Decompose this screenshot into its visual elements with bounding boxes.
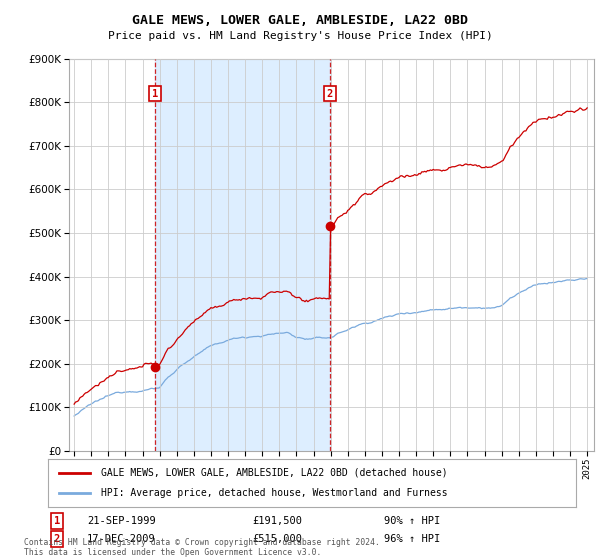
Text: 2: 2	[54, 534, 60, 544]
Text: Contains HM Land Registry data © Crown copyright and database right 2024.
This d: Contains HM Land Registry data © Crown c…	[24, 538, 380, 557]
Text: 90% ↑ HPI: 90% ↑ HPI	[384, 516, 440, 526]
Text: GALE MEWS, LOWER GALE, AMBLESIDE, LA22 0BD (detached house): GALE MEWS, LOWER GALE, AMBLESIDE, LA22 0…	[101, 468, 448, 478]
Text: 1: 1	[54, 516, 60, 526]
Text: 2: 2	[327, 88, 333, 99]
Text: 21-SEP-1999: 21-SEP-1999	[87, 516, 156, 526]
Text: 17-DEC-2009: 17-DEC-2009	[87, 534, 156, 544]
Text: Price paid vs. HM Land Registry's House Price Index (HPI): Price paid vs. HM Land Registry's House …	[107, 31, 493, 41]
Text: £515,000: £515,000	[252, 534, 302, 544]
Text: 1: 1	[152, 88, 158, 99]
Text: £191,500: £191,500	[252, 516, 302, 526]
Text: 96% ↑ HPI: 96% ↑ HPI	[384, 534, 440, 544]
Text: HPI: Average price, detached house, Westmorland and Furness: HPI: Average price, detached house, West…	[101, 488, 448, 498]
Bar	[155, 59, 330, 451]
Text: GALE MEWS, LOWER GALE, AMBLESIDE, LA22 0BD: GALE MEWS, LOWER GALE, AMBLESIDE, LA22 0…	[132, 14, 468, 27]
